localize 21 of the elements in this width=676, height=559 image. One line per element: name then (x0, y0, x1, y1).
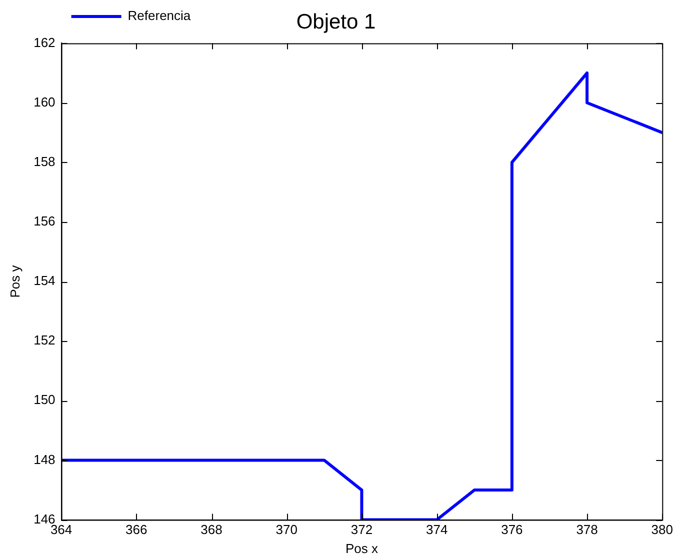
x-tick-label: 372 (350, 522, 373, 538)
y-tick-label: 160 (34, 94, 56, 110)
x-tick-label: 368 (200, 522, 222, 538)
x-tick-label: 376 (501, 522, 523, 538)
y-tick-label: 162 (34, 34, 56, 50)
y-axis-title: Pos y (7, 264, 22, 298)
y-tick-label: 156 (34, 214, 56, 229)
chart-title: Objeto 1 (296, 10, 376, 34)
y-tick-label: 152 (34, 332, 56, 348)
y-tick-label: 154 (34, 273, 56, 288)
y-tick-label: 146 (34, 511, 56, 526)
x-axis-title: Pos x (345, 540, 378, 556)
y-tick-label: 158 (34, 154, 56, 169)
x-tick-label: 366 (126, 522, 148, 538)
x-tick-label: 374 (426, 522, 448, 538)
legend-label: Referencia (128, 8, 192, 24)
x-tick-label: 378 (576, 522, 598, 538)
y-tick-label: 150 (34, 392, 56, 408)
y-tick-label: 148 (34, 452, 56, 467)
x-tick-label: 370 (276, 522, 298, 538)
x-tick-label: 380 (651, 522, 674, 538)
